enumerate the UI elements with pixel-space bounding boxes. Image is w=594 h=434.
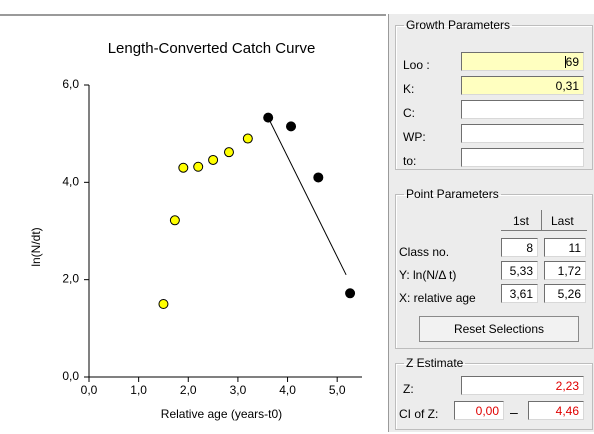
x-first-field[interactable]: 3,61 <box>501 284 538 303</box>
catch-curve-chart[interactable]: Length-Converted Catch Curve 0,0 2,0 4,0 6,0… <box>0 16 386 434</box>
y-first-field[interactable]: 5,33 <box>501 261 538 280</box>
data-point <box>242 133 253 144</box>
ci-of-z-label: CI of Z: <box>399 407 439 421</box>
x-tick-label: 1,0 <box>130 383 147 397</box>
z-field[interactable]: 2,23 <box>461 376 584 395</box>
class-first-field[interactable]: 8 <box>501 238 538 257</box>
last-column-header: Last <box>551 214 574 228</box>
data-point <box>286 121 297 132</box>
y-tick-label: 0,0 <box>62 369 79 383</box>
x-relative-age-label: X: relative age <box>399 291 476 305</box>
loo-field[interactable]: 69 <box>461 52 584 71</box>
y-tick-label: 6,0 <box>62 77 79 91</box>
chart-title: Length-Converted Catch Curve <box>108 40 316 57</box>
to-field[interactable] <box>461 148 584 167</box>
data-point <box>169 215 180 226</box>
growth-parameters-title: Growth Parameters <box>406 18 511 32</box>
header-underline <box>501 230 587 231</box>
data-point <box>345 288 356 299</box>
y-tick-label: 2,0 <box>62 272 79 286</box>
point-parameters-group: Point Parameters <box>395 187 593 349</box>
wp-label: WP: <box>403 130 426 144</box>
ci-high-field[interactable]: 4,46 <box>528 401 584 420</box>
wp-field[interactable] <box>461 124 584 143</box>
data-point <box>313 172 324 183</box>
ci-low-field[interactable]: 0,00 <box>454 401 504 420</box>
first-column-header: 1st <box>513 214 530 228</box>
data-point <box>208 154 219 165</box>
column-divider <box>541 210 542 230</box>
ci-dash: – <box>510 404 518 420</box>
x-tick-label: 4,0 <box>279 383 296 397</box>
c-label: C: <box>403 106 415 120</box>
k-label: K: <box>403 82 415 96</box>
class-no-label: Class no. <box>399 245 450 259</box>
x-tick-label: 0,0 <box>81 383 98 397</box>
c-field[interactable] <box>461 100 584 119</box>
x-tick-label: 2,0 <box>180 383 197 397</box>
parameters-panel: Growth Parameters Loo : 69 K: 0,31 C: WP… <box>388 14 594 432</box>
x-tick-label: 3,0 <box>230 383 247 397</box>
regression-line <box>267 117 347 276</box>
data-point <box>223 147 234 158</box>
class-last-field[interactable]: 11 <box>544 238 586 257</box>
y-ln-label: Y: ln(N/Δ t) <box>399 268 457 282</box>
loo-value: 69 <box>565 55 579 69</box>
text-cursor <box>564 56 566 68</box>
y-last-field[interactable]: 1,72 <box>544 261 586 280</box>
x-last-field[interactable]: 5,26 <box>544 284 586 303</box>
data-point <box>158 299 169 309</box>
y-tick-label: 4,0 <box>62 174 79 188</box>
data-point <box>178 162 189 173</box>
k-field[interactable]: 0,31 <box>461 76 584 95</box>
x-axis-label: Relative age (years-t0) <box>161 407 282 421</box>
loo-label: Loo : <box>403 58 430 72</box>
z-estimate-group: Z Estimate <box>395 356 593 430</box>
point-parameters-title: Point Parameters <box>406 187 499 201</box>
growth-parameters-group: Growth Parameters <box>395 18 593 170</box>
y-axis-label: ln(N/dt) <box>29 227 43 266</box>
plot-pane: Length-Converted Catch Curve 0,0 2,0 4,0 6,0… <box>0 14 386 434</box>
data-point <box>263 112 274 123</box>
reset-selections-button[interactable]: Reset Selections <box>419 316 579 342</box>
x-tick-label: 5,0 <box>329 383 346 397</box>
data-point <box>193 161 204 172</box>
to-label: to: <box>403 154 417 168</box>
z-label: Z: <box>403 382 414 396</box>
z-estimate-title: Z Estimate <box>406 356 464 370</box>
